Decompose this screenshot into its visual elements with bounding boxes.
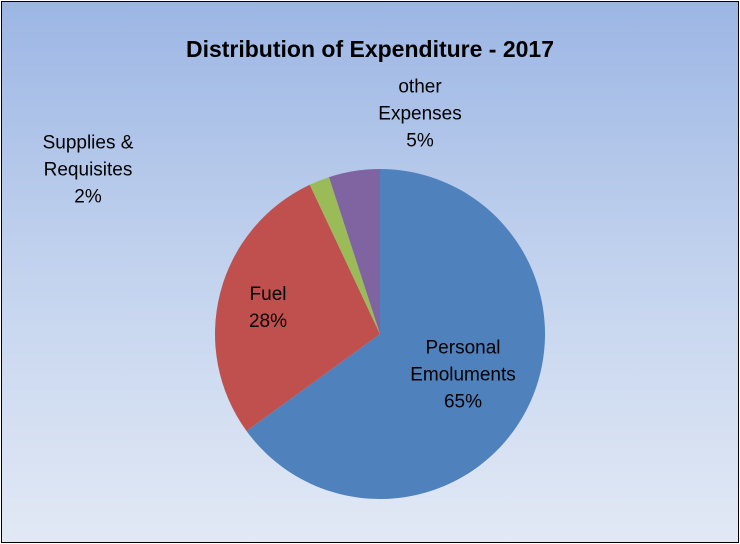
slice-label: other Expenses 5% <box>365 74 475 155</box>
pie-slice <box>215 184 380 431</box>
category-label: Personal Emoluments <box>410 337 516 386</box>
category-label: Supplies & Requisites <box>42 132 134 181</box>
value-label: 65% <box>443 391 483 413</box>
value-label: 2% <box>74 186 102 208</box>
slice-label: Supplies & Requisites 2% <box>23 130 153 211</box>
chart-title: Distribution of Expenditure - 2017 <box>185 36 555 62</box>
pie-slice <box>309 177 380 334</box>
pie-slice <box>329 169 380 334</box>
slice-label: Fuel 28% <box>233 281 303 335</box>
category-label: other Expenses <box>378 76 462 125</box>
value-label: 5% <box>406 130 434 152</box>
category-label: Fuel <box>249 284 287 305</box>
pie-slice <box>246 169 545 499</box>
value-label: 28% <box>248 311 288 332</box>
slice-label: Personal Emoluments 65% <box>408 335 518 416</box>
